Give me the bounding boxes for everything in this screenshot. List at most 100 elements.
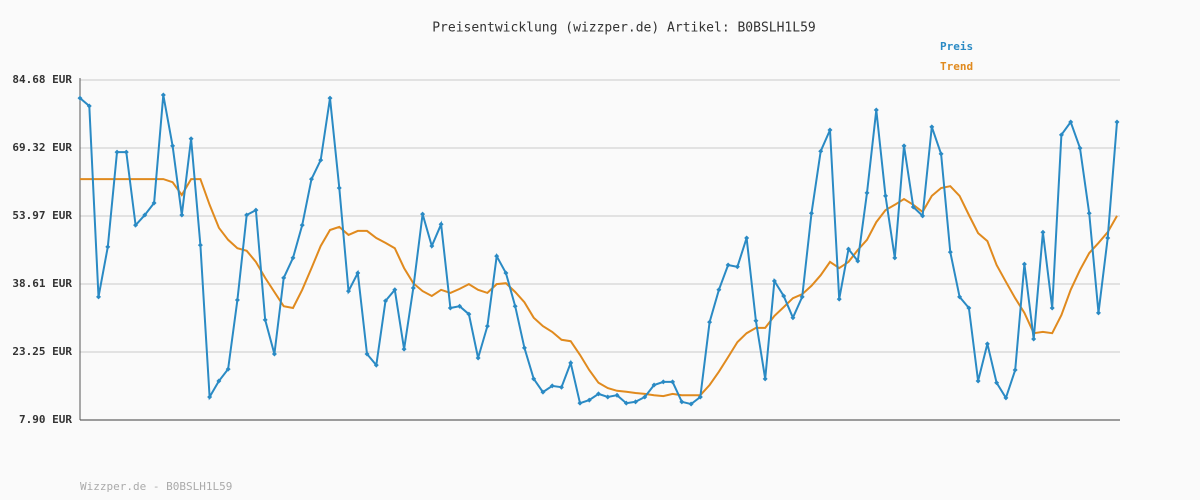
point [512,303,518,309]
y-tick-label: 23.25 EUR [12,345,72,358]
point [716,287,722,293]
point [966,305,972,311]
point [447,305,453,311]
point [827,127,833,133]
point [938,151,944,157]
point [77,95,83,101]
point [420,211,426,217]
point [160,92,166,98]
point [1068,119,1074,125]
point [1003,395,1009,401]
point [633,399,639,405]
point [688,401,694,407]
point [96,294,102,300]
point [521,345,527,351]
point [864,190,870,196]
y-tick-label: 84.68 EUR [12,73,72,86]
point [373,362,379,368]
point [494,253,500,259]
point [290,255,296,261]
point [346,288,352,294]
point [697,394,703,400]
point [734,264,740,270]
point [466,311,472,317]
point [1012,367,1018,373]
point [596,391,601,397]
point [1058,132,1064,138]
y-tick-label: 53.97 EUR [12,209,72,222]
point [475,355,481,361]
legend-label: Trend [940,60,973,73]
series-line [80,178,1118,398]
point [790,315,796,321]
point [614,392,620,398]
point [225,366,231,372]
point [947,249,953,255]
point [642,394,648,400]
point [114,149,120,155]
point [299,222,305,228]
point [383,298,389,304]
point [1077,145,1083,151]
point [586,397,592,403]
point [262,317,268,323]
point [355,270,361,276]
point [651,382,657,388]
point [151,200,157,206]
point [142,212,148,218]
point [1049,305,1055,311]
point [1086,210,1092,216]
point [244,212,250,218]
point [392,287,398,293]
point [327,95,333,101]
point [540,389,546,395]
point [873,107,879,113]
point [577,400,583,406]
point [994,380,1000,386]
point [170,143,176,149]
point [725,262,731,268]
point [207,394,213,400]
point [845,246,851,252]
point [216,378,222,384]
point [744,235,750,241]
point [179,212,185,218]
point [818,148,824,154]
point [1114,119,1120,125]
point [670,379,676,385]
point [660,379,666,385]
point [133,222,139,228]
point [438,221,444,227]
chart-title: Preisentwicklung (wizzper.de) Artikel: B… [432,21,816,36]
point [762,376,768,382]
point [484,323,490,329]
y-tick-label: 7.90 EUR [19,413,72,426]
point [892,255,898,261]
point [957,294,963,300]
point [975,378,981,384]
point [984,341,990,347]
point [1095,310,1101,316]
point [336,185,342,191]
point [679,399,685,405]
point [410,285,416,291]
point [1021,261,1027,267]
point [318,157,324,163]
point [558,384,564,390]
point [197,242,203,248]
point [623,400,629,406]
point [929,124,935,130]
footer: Wizzper.de - B0BSLH1L59 [80,480,232,493]
y-tick-label: 69.32 EUR [12,141,72,154]
point [568,360,574,366]
point [457,303,463,309]
point [883,193,889,199]
legend-label: Preis [940,40,973,53]
point [364,351,370,357]
point [86,103,92,109]
y-tick-label: 38.61 EUR [12,277,72,290]
point [123,149,129,155]
point [1105,235,1111,241]
point [753,318,759,324]
